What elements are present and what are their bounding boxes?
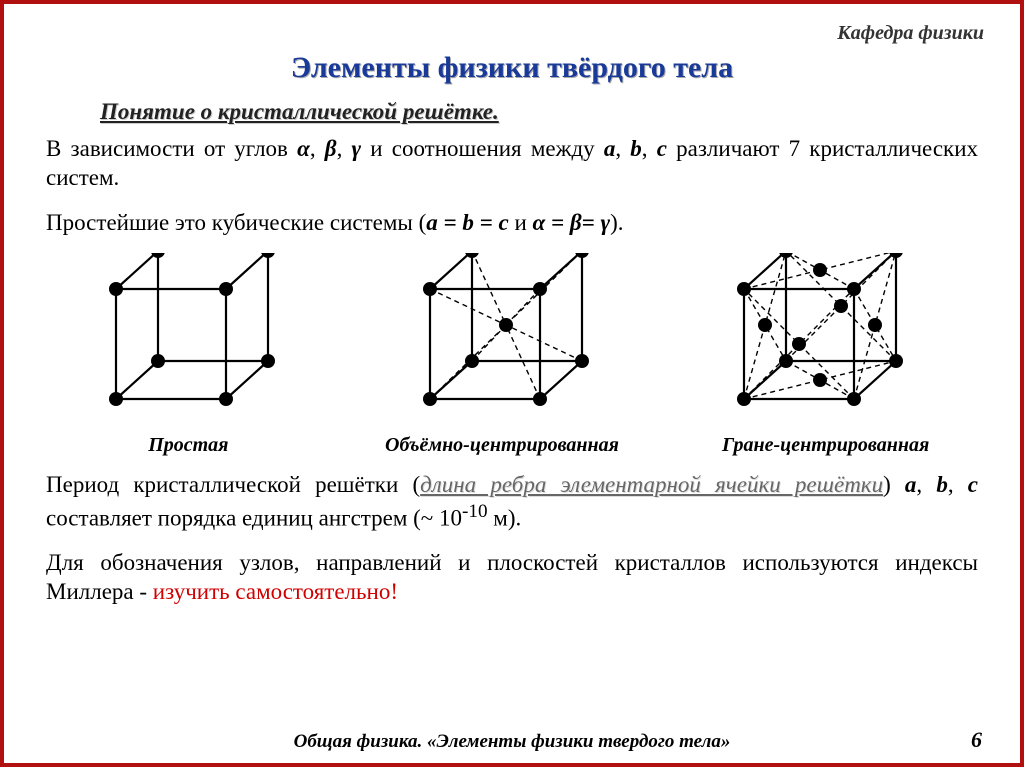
text: и: [509, 210, 533, 235]
sym-b: b: [462, 210, 474, 235]
label-fcc: Гране-центрированная: [716, 434, 936, 457]
sym-c: c: [968, 472, 978, 497]
text-emphasis: изучить самостоятельно!: [153, 579, 398, 604]
sym-gamma: γ: [352, 136, 362, 161]
footer-text: Общая физика. «Элементы физики твердого …: [4, 731, 1020, 753]
paragraph-3: Период кристаллической решётки (длина ре…: [46, 471, 978, 533]
text: ,: [948, 472, 968, 497]
sym-b: b: [936, 472, 948, 497]
text-defn: длина ребра элементарной ячейки решётки: [420, 472, 883, 497]
sym-alpha: α: [297, 136, 310, 161]
sym-gamma: γ: [601, 210, 611, 235]
sym-c: c: [657, 136, 667, 161]
page-number: 6: [971, 727, 982, 753]
diagram-bcc: Объёмно-центрированная: [385, 253, 619, 457]
text: ).: [610, 210, 623, 235]
label-simple: Простая: [88, 434, 288, 457]
paragraph-4: Для обозначения узлов, направлений и пло…: [46, 549, 978, 607]
cube-fcc-svg: [716, 253, 936, 423]
text: ,: [642, 136, 657, 161]
text: Период кристаллической решётки (: [46, 472, 420, 497]
text: =: [545, 210, 570, 235]
text: ,: [916, 472, 936, 497]
slide-title: Элементы физики твёрдого тела: [40, 51, 984, 85]
text: ,: [615, 136, 630, 161]
diagram-fcc: Гране-центрированная: [716, 253, 936, 457]
text: и соотношения между: [370, 136, 604, 161]
sym-a: a: [604, 136, 616, 161]
text: =: [474, 210, 499, 235]
text: ,: [310, 136, 325, 161]
text: Простейшие это кубические системы (: [46, 210, 426, 235]
sym-b: b: [630, 136, 642, 161]
paragraph-2: Простейшие это кубические системы (a = b…: [46, 209, 978, 238]
text: =: [582, 210, 601, 235]
text: ): [883, 472, 905, 497]
text: ,: [337, 136, 352, 161]
paragraph-1: В зависимости от углов α, β, γ и соотнош…: [46, 135, 978, 193]
diagram-simple: Простая: [88, 253, 288, 457]
text: составляет порядка единиц ангстрем (~ 10: [46, 506, 462, 531]
sym-beta: β: [325, 136, 337, 161]
text: =: [438, 210, 463, 235]
cube-simple-svg: [88, 253, 288, 423]
diagram-row: Простая Объёмно-центрированная Гране-цен…: [40, 253, 984, 457]
sym-c: c: [498, 210, 508, 235]
sym-a: a: [905, 472, 917, 497]
department-label: Кафедра физики: [40, 22, 984, 45]
sym-alpha: α: [533, 210, 546, 235]
text: м).: [488, 506, 522, 531]
sym-beta: β: [570, 210, 582, 235]
slide-subtitle: Понятие о кристаллической решётке.: [100, 99, 984, 125]
text: В зависимости от углов: [46, 136, 297, 161]
label-bcc: Объёмно-центрированная: [385, 434, 619, 457]
slide-page: Кафедра физики Элементы физики твёрдого …: [0, 0, 1024, 767]
sym-a: a: [426, 210, 438, 235]
cube-bcc-svg: [402, 253, 602, 423]
exponent: -10: [462, 501, 488, 522]
